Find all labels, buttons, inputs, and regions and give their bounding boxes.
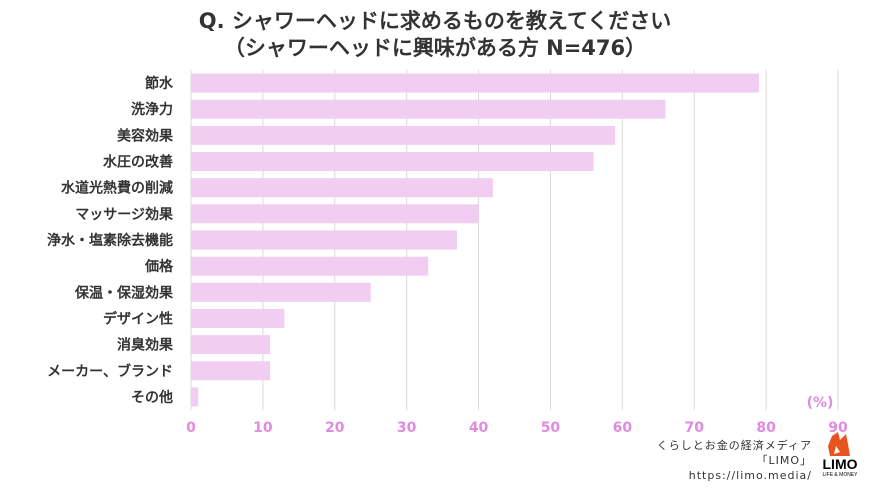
bar	[191, 73, 759, 93]
category-label: その他	[131, 389, 173, 406]
bar	[191, 308, 285, 328]
category-label: 洗浄力	[131, 101, 173, 118]
bar	[191, 230, 457, 250]
chart-title: Q. シャワーヘッドに求めるものを教えてください	[198, 9, 672, 33]
bar	[191, 387, 199, 407]
x-tick-label: 30	[397, 420, 417, 436]
category-label: メーカー、ブランド	[47, 363, 173, 380]
x-tick-label: 40	[469, 420, 489, 436]
bar	[191, 152, 594, 172]
bar	[191, 178, 493, 198]
bar	[191, 125, 616, 145]
category-label: 節水	[145, 75, 174, 92]
x-tick-label: 90	[828, 420, 848, 436]
logo-text: LIMO	[822, 456, 858, 472]
category-label: 浄水・塩素除去機能	[47, 232, 173, 249]
x-tick-label: 60	[613, 420, 633, 436]
chart-subtitle: （シャワーヘッドに興味がある方 N=476）	[223, 36, 647, 60]
x-tick-label: 70	[684, 420, 704, 436]
category-label: マッサージ効果	[75, 206, 174, 223]
x-tick-label: 80	[756, 420, 776, 436]
footer-brand: 「LIMO」	[756, 454, 812, 467]
tick-label-layer: 0 10 20 30 40 50 60 70 80 90	[186, 420, 848, 436]
category-label: 水道光熱費の削減	[61, 180, 173, 197]
bar-layer	[191, 73, 759, 407]
category-label-layer: 節水洗浄力美容効果水圧の改善水道光熱費の削減マッサージ効果浄水・塩素除去機能価格…	[47, 75, 174, 406]
x-tick-label: 0	[186, 420, 196, 436]
footer-url: https://limo.media/	[688, 469, 812, 482]
limo-logo: LIMO LIFE & MONEY	[816, 430, 864, 480]
fox-icon	[828, 432, 850, 456]
bar	[191, 204, 479, 224]
x-tick-label: 20	[325, 420, 345, 436]
chart-title-block: Q. シャワーヘッドに求めるものを教えてください （シャワーヘッドに興味がある方…	[0, 8, 870, 62]
category-label: デザイン性	[103, 310, 173, 327]
bar	[191, 99, 666, 119]
x-tick-label: 50	[541, 420, 561, 436]
bar	[191, 256, 429, 276]
bar	[191, 361, 271, 381]
x-tick-label: 10	[253, 420, 273, 436]
logo-subtext: LIFE & MONEY	[822, 472, 858, 478]
footer: くらしとお金の経済メディア 「LIMO」 https://limo.media/	[612, 438, 812, 483]
bar	[191, 335, 271, 355]
category-label: 消臭効果	[117, 337, 174, 354]
footer-tagline: くらしとお金の経済メディア	[656, 439, 812, 452]
unit-label: (%)	[807, 395, 834, 411]
category-label: 美容効果	[117, 127, 174, 144]
bar	[191, 282, 371, 302]
category-label: 保温・保湿効果	[74, 284, 174, 301]
category-label: 水圧の改善	[103, 154, 173, 171]
category-label: 価格	[144, 258, 174, 275]
